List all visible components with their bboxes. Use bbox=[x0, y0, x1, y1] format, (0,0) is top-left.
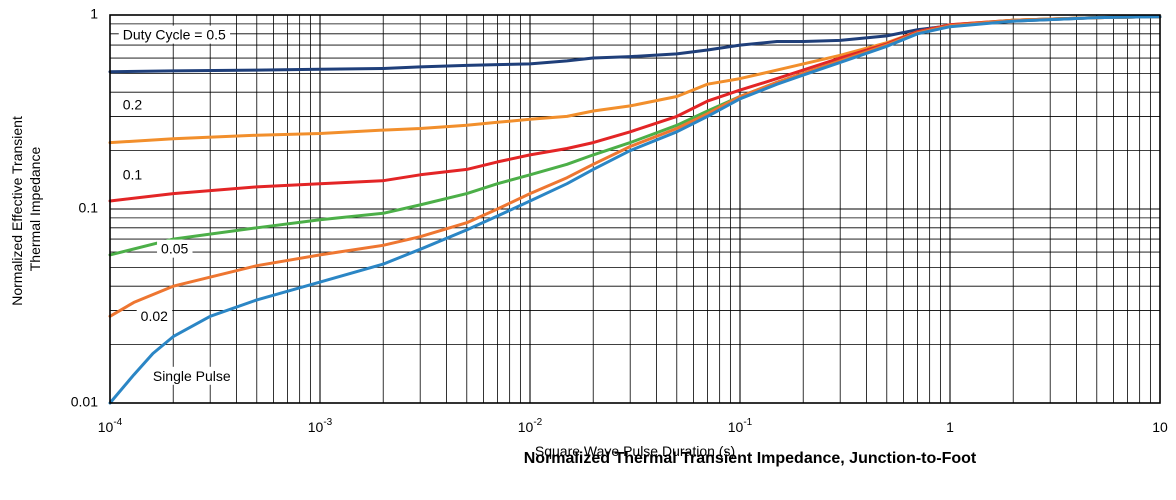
x-tick-label-2: 10-2 bbox=[518, 417, 543, 435]
grid-lines bbox=[110, 15, 1160, 403]
series-label-4: 0.02 bbox=[136, 307, 173, 326]
x-axis-title: Square Wave Pulse Duration (s) bbox=[535, 443, 735, 459]
x-tick-label-1: 10-3 bbox=[308, 417, 333, 435]
series-line-5 bbox=[108, 15, 1162, 405]
series-label-text-5: Single Pulse bbox=[153, 368, 231, 384]
series-label-bg-1 bbox=[118, 95, 147, 114]
series-label-text-0: Duty Cycle = 0.5 bbox=[123, 27, 226, 43]
series-label-bg-5 bbox=[148, 366, 235, 385]
plot-frame bbox=[109, 14, 1161, 404]
y-axis-title-line2: Thermal Impedance bbox=[27, 147, 43, 272]
series-label-0: Duty Cycle = 0.5 bbox=[118, 25, 231, 44]
series-label-bg-0 bbox=[118, 25, 231, 44]
series-label-1: 0.2 bbox=[118, 95, 147, 114]
x-tick-label-4: 1 bbox=[946, 419, 954, 435]
series-layer bbox=[108, 15, 1162, 405]
y-axis-title: Normalized Effective Transient Thermal I… bbox=[9, 112, 43, 306]
series-label-bg-4 bbox=[136, 307, 173, 326]
series-labels: Duty Cycle = 0.5 0.2 0.1 0.05 0.02 Single Pul… bbox=[118, 25, 235, 385]
series-label-text-4: 0.02 bbox=[141, 308, 168, 324]
series-label-3: 0.05 bbox=[157, 239, 193, 258]
x-tick-label-3: 10-1 bbox=[728, 417, 753, 435]
series-label-5: Single Pulse bbox=[148, 366, 235, 385]
series-line-0 bbox=[108, 15, 1162, 74]
y-tick-label-2: 1 bbox=[90, 6, 98, 22]
chart-title: Normalized Thermal Transient Impedance, … bbox=[523, 450, 977, 467]
y-tick-label-1: 0.1 bbox=[79, 200, 99, 216]
x-tick-label-0: 10-4 bbox=[98, 417, 123, 435]
y-tick-label-0: 0.01 bbox=[71, 394, 98, 410]
series-label-text-3: 0.05 bbox=[161, 241, 188, 257]
series-label-bg-2 bbox=[118, 165, 147, 184]
series-label-text-1: 0.2 bbox=[123, 97, 143, 113]
series-line-2 bbox=[108, 15, 1162, 203]
series-line-4 bbox=[108, 15, 1162, 318]
x-tick-label-5: 10 bbox=[1152, 419, 1168, 435]
y-axis-title-line1: Normalized Effective Transient bbox=[9, 116, 25, 306]
series-label-2: 0.1 bbox=[118, 165, 147, 184]
x-tick-labels: 10-4 10-3 10-2 10-1 1 10 bbox=[98, 417, 1168, 435]
series-line-1 bbox=[108, 15, 1162, 145]
series-label-text-2: 0.1 bbox=[123, 167, 143, 183]
series-label-bg-3 bbox=[157, 239, 193, 258]
y-tick-labels: 0.01 0.1 1 bbox=[71, 6, 98, 410]
